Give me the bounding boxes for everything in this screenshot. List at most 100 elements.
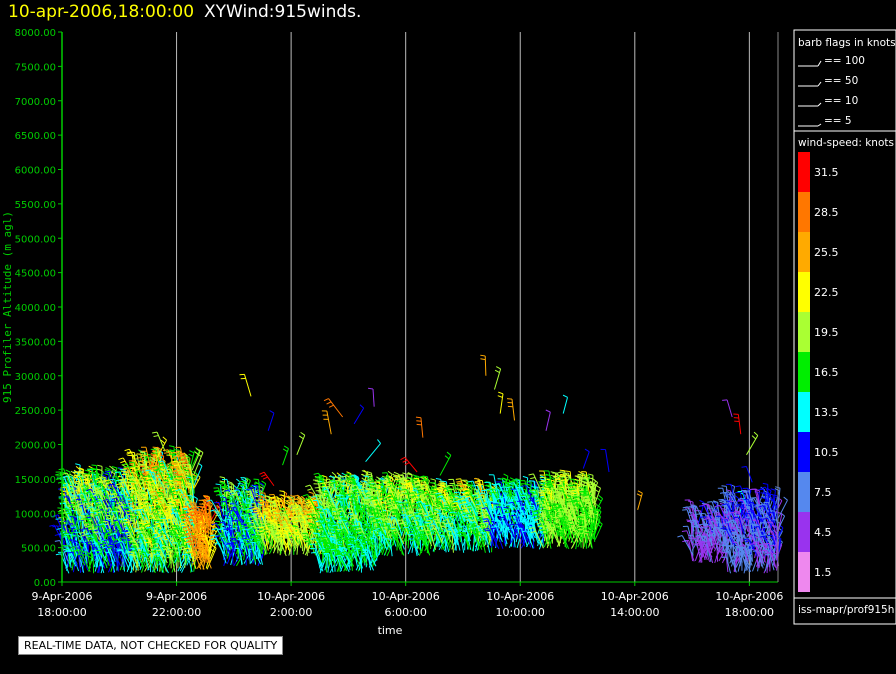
speed-label: 22.5 — [814, 286, 839, 299]
wind-barb — [367, 387, 375, 407]
y-tick-label: 8000.00 — [15, 28, 56, 39]
y-tick-label: 6500.00 — [15, 131, 56, 142]
wind-barb — [82, 551, 91, 569]
speed-label: 4.5 — [814, 526, 832, 539]
wind-barb — [506, 398, 516, 421]
flag-legend-title: barb flags in knots — [798, 37, 896, 49]
wind-barb — [88, 552, 95, 574]
wind-barb — [746, 431, 759, 456]
wind-barb — [90, 510, 105, 533]
x-tick-time: 2:00:00 — [270, 606, 312, 619]
y-tick-label: 6000.00 — [15, 166, 56, 177]
wind-barb — [722, 399, 733, 418]
flag-legend-label: == 100 — [824, 55, 865, 67]
speed-swatch — [798, 232, 810, 272]
y-tick-label: 4500.00 — [15, 269, 56, 280]
wind-barb — [582, 448, 590, 469]
speed-swatch — [798, 472, 810, 512]
wind-barb — [111, 543, 123, 562]
x-tick-date: 10-Apr-2006 — [372, 590, 440, 603]
speed-swatch — [798, 432, 810, 472]
wind-barb — [129, 477, 145, 499]
wind-barb — [400, 456, 418, 473]
title-date: 10-apr-2006,18:00:00 — [8, 2, 195, 22]
wind-barb — [74, 531, 89, 552]
wind-barb — [124, 551, 138, 571]
y-tick-label: 2500.00 — [15, 406, 56, 417]
wind-barb — [545, 409, 551, 431]
x-tick-date: 9-Apr-2006 — [146, 590, 207, 603]
wind-barb — [121, 470, 130, 490]
wind-barb — [75, 498, 86, 516]
wind-barb — [109, 478, 122, 500]
wind-barb — [721, 556, 732, 574]
wind-barb — [91, 464, 100, 490]
wind-barb — [129, 547, 141, 569]
wind-barb — [95, 500, 105, 523]
wind-barb — [131, 505, 143, 523]
flag-legend-label: == 50 — [824, 75, 858, 87]
speed-swatch — [798, 312, 810, 352]
wind-barb — [81, 484, 94, 504]
speed-legend-title: wind-speed: knots — [798, 137, 894, 149]
speed-label: 28.5 — [814, 206, 839, 219]
y-tick-label: 3500.00 — [15, 337, 56, 348]
wind-barb — [94, 487, 109, 506]
speed-label: 31.5 — [814, 166, 839, 179]
y-tick-label: 2000.00 — [15, 441, 56, 452]
wind-barb — [75, 549, 91, 572]
wind-barb — [439, 451, 452, 476]
speed-swatch — [798, 552, 810, 592]
speed-label: 19.5 — [814, 326, 839, 339]
speed-swatch — [798, 272, 810, 312]
x-tick-date: 9-Apr-2006 — [31, 590, 92, 603]
wind-barb — [562, 394, 568, 414]
speed-label: 7.5 — [814, 486, 832, 499]
wind-barb — [92, 489, 108, 511]
source-label: iss-mapr/prof915h — [798, 604, 894, 616]
wind-barb — [74, 505, 88, 528]
wind-barb — [54, 539, 69, 562]
wind-barb — [112, 521, 126, 539]
wind-barb — [497, 391, 504, 414]
speed-swatch — [798, 192, 810, 232]
wind-barb — [63, 546, 72, 569]
wind-barb — [415, 416, 424, 438]
wind-barb — [124, 448, 141, 470]
speed-label: 16.5 — [814, 366, 839, 379]
y-tick-label: 1500.00 — [15, 475, 56, 486]
speed-swatch — [798, 352, 810, 392]
wind-barb — [107, 545, 121, 566]
wind-barb — [493, 366, 502, 390]
x-tick-time: 14:00:00 — [610, 606, 659, 619]
x-tick-date: 10-Apr-2006 — [715, 590, 783, 603]
wind-barb — [97, 484, 112, 506]
speed-swatch — [798, 392, 810, 432]
wind-barb — [108, 483, 125, 505]
y-tick-label: 1000.00 — [15, 509, 56, 520]
wind-barb — [733, 413, 742, 435]
speed-label: 25.5 — [814, 246, 839, 259]
x-tick-time: 6:00:00 — [384, 606, 426, 619]
wind-barb — [124, 531, 138, 549]
flag-legend-label: == 5 — [824, 115, 852, 127]
wind-barb — [85, 532, 101, 552]
wind-barb — [323, 398, 344, 418]
wind-barb — [129, 545, 145, 569]
wind-barb — [741, 466, 753, 483]
speed-swatch — [798, 152, 810, 192]
x-tick-time: 22:00:00 — [152, 606, 201, 619]
wind-barb — [107, 488, 114, 510]
y-axis-label: 915 Profiler Altitude (m agl) — [1, 211, 14, 403]
flag-legend-label: == 10 — [824, 95, 858, 107]
legend: barb flags in knots == 100 == 50 == 10 == 5 w… — [793, 29, 896, 625]
wind-barb — [296, 431, 306, 455]
wind-barb — [98, 476, 113, 497]
chart-title: 10-apr-2006,18:00:00 XYWind:915winds. — [8, 2, 361, 22]
y-tick-label: 5500.00 — [15, 200, 56, 211]
y-tick-label: 500.00 — [21, 544, 56, 555]
speed-label: 10.5 — [814, 446, 839, 459]
wind-barb — [113, 519, 128, 540]
wind-barb — [117, 540, 132, 563]
